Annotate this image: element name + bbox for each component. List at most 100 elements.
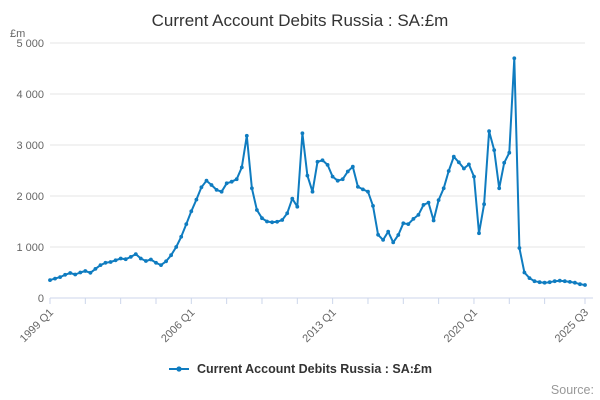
data-point-marker	[381, 238, 385, 242]
legend-item[interactable]: Current Account Debits Russia : SA:£m	[168, 362, 432, 376]
data-point-marker	[149, 257, 153, 262]
data-point-marker	[123, 257, 128, 262]
data-point-marker	[53, 276, 57, 281]
data-point-marker	[441, 186, 446, 191]
data-point-marker	[502, 160, 507, 165]
data-point-marker	[512, 56, 517, 61]
data-point-marker	[214, 188, 219, 192]
data-point-marker	[88, 270, 93, 275]
data-point-marker	[547, 280, 552, 285]
legend-line-marker-icon	[169, 366, 189, 372]
data-point-marker	[300, 131, 305, 136]
data-point-marker	[325, 163, 330, 167]
data-point-marker	[467, 162, 471, 167]
data-point-marker	[189, 209, 194, 214]
data-point-marker	[330, 174, 335, 179]
data-point-marker	[219, 189, 224, 194]
data-point-marker	[462, 166, 466, 171]
y-axis-tick-label: 2 000	[16, 191, 44, 203]
data-point-marker	[350, 164, 355, 169]
data-point-marker	[401, 221, 406, 226]
data-point-marker	[174, 245, 179, 249]
data-point-marker	[98, 263, 103, 267]
data-point-marker	[285, 211, 290, 216]
data-point-marker	[421, 203, 426, 207]
data-point-marker	[320, 158, 325, 163]
data-point-marker	[250, 186, 254, 191]
data-point-marker	[275, 219, 279, 224]
y-axis-tick-label: 3 000	[16, 140, 44, 152]
data-point-marker	[487, 129, 491, 134]
data-point-marker	[583, 283, 587, 287]
data-point-marker	[209, 183, 214, 187]
data-point-marker	[391, 240, 396, 245]
data-point-marker	[340, 177, 345, 182]
y-axis-tick-label: 1 000	[16, 242, 44, 254]
data-point-marker	[270, 220, 274, 225]
data-point-marker	[345, 169, 350, 174]
x-axis-tick-label: 2006 Q1	[159, 307, 197, 345]
data-point-marker	[133, 252, 138, 256]
data-point-marker	[154, 260, 158, 265]
data-point-marker	[144, 259, 148, 263]
data-point-marker	[103, 260, 108, 265]
data-point-marker	[356, 184, 360, 189]
data-point-marker	[265, 219, 269, 224]
data-point-marker	[58, 275, 62, 279]
data-point-marker	[290, 196, 295, 201]
data-point-marker	[507, 150, 512, 155]
data-point-marker	[93, 267, 98, 271]
data-point-marker	[305, 173, 310, 178]
data-point-marker	[234, 177, 239, 182]
data-point-marker	[557, 278, 562, 283]
data-point-marker	[456, 160, 461, 165]
data-point-marker	[78, 270, 83, 275]
data-point-marker	[411, 217, 416, 221]
data-point-marker	[204, 178, 209, 183]
data-point-marker	[446, 169, 451, 173]
data-point-marker	[386, 229, 391, 234]
source-label: Source:	[550, 383, 594, 397]
y-axis-tick-label: 0	[38, 293, 44, 305]
data-point-marker	[406, 222, 411, 227]
data-point-marker	[522, 270, 527, 275]
data-point-marker	[472, 174, 476, 179]
data-point-marker	[578, 282, 582, 287]
data-point-marker	[48, 278, 52, 282]
data-point-marker	[431, 218, 436, 223]
data-point-marker	[532, 279, 537, 284]
data-point-marker	[416, 213, 421, 217]
data-point-marker	[229, 179, 234, 184]
data-point-marker	[492, 148, 497, 153]
data-point-marker	[482, 202, 486, 207]
data-point-marker	[244, 133, 249, 138]
data-point-marker	[376, 232, 380, 237]
data-point-marker	[239, 165, 244, 170]
data-point-marker	[497, 186, 502, 191]
data-point-marker	[138, 256, 143, 261]
data-point-marker	[371, 204, 375, 208]
data-point-marker	[280, 218, 285, 222]
data-point-marker	[527, 276, 532, 280]
data-point-marker	[164, 259, 169, 264]
data-point-marker	[159, 263, 163, 267]
data-point-marker	[517, 246, 522, 250]
data-point-marker	[128, 255, 133, 259]
data-point-marker	[108, 260, 113, 264]
data-point-marker	[562, 279, 567, 284]
data-point-marker	[179, 234, 184, 239]
x-axis-tick-label: 1999 Q1	[18, 307, 56, 345]
series-line	[49, 57, 586, 286]
data-point-marker	[83, 269, 88, 273]
y-axis-tick-label: 5 000	[16, 38, 44, 50]
data-point-marker	[396, 233, 401, 237]
data-point-marker	[542, 280, 547, 285]
data-point-marker	[477, 231, 481, 236]
x-axis-tick-label: 2025 Q3	[553, 307, 591, 345]
y-axis-unit-label: £m	[10, 28, 26, 40]
data-point-marker	[335, 178, 340, 183]
data-point-marker	[73, 272, 78, 277]
data-point-marker	[199, 185, 204, 190]
